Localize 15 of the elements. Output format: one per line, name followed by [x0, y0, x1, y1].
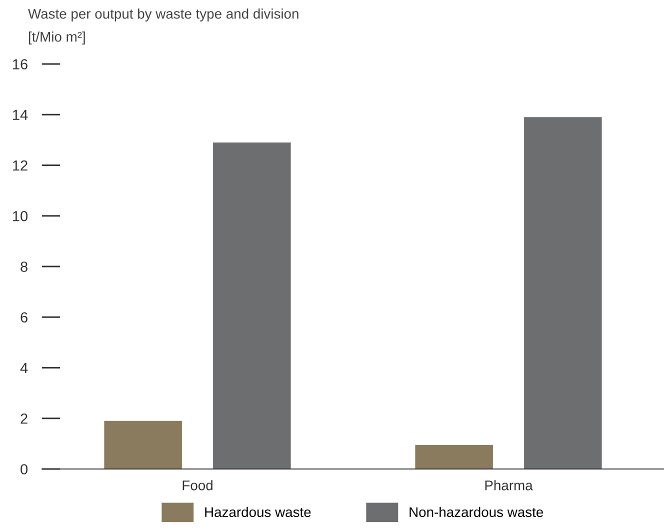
- y-tick-label: 12: [13, 160, 28, 171]
- x-tick-label: Food: [182, 480, 212, 490]
- y-tick-label: 4: [20, 363, 28, 374]
- chart-title: Waste per output by waste type and division: [28, 8, 298, 22]
- y-tick-label: 10: [13, 210, 28, 222]
- y-tick-label: 14: [13, 110, 28, 120]
- y-tick-label: 16: [13, 59, 28, 70]
- legend-label: Non-hazardous waste: [410, 506, 544, 518]
- y-tick-label: 6: [20, 312, 28, 323]
- x-tick-label: Pharma: [485, 480, 533, 490]
- y-axis-title: [t/Mio m²]: [28, 32, 85, 44]
- y-tick-label: 0: [20, 464, 28, 474]
- legend-label: Hazardous waste: [205, 506, 311, 518]
- y-tick-label: 8: [20, 262, 28, 272]
- y-tick-label: 2: [20, 413, 28, 424]
